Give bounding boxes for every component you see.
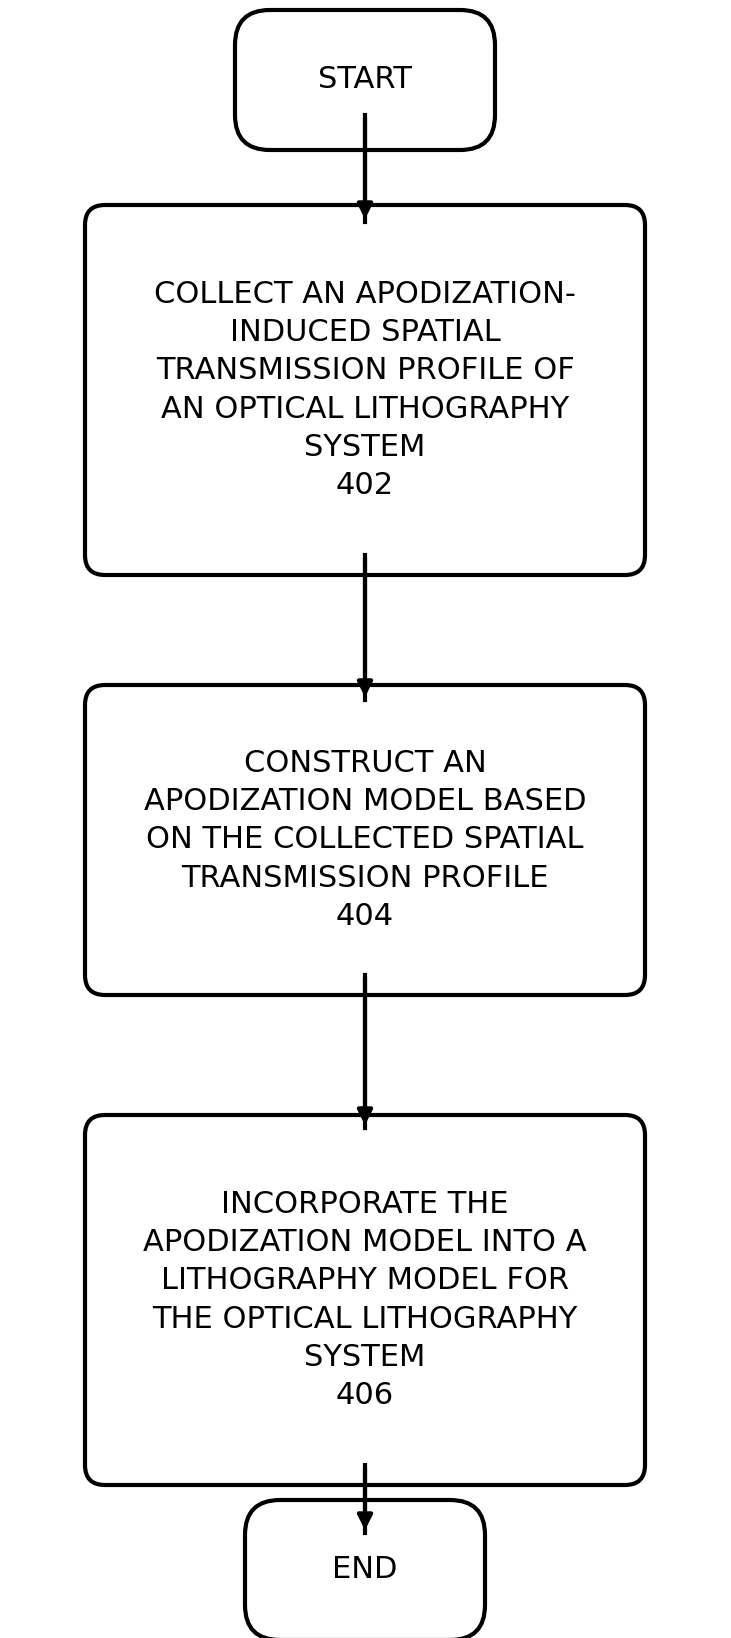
FancyBboxPatch shape [85, 205, 645, 575]
Text: COLLECT AN APODIZATION-
INDUCED SPATIAL
TRANSMISSION PROFILE OF
AN OPTICAL LITHO: COLLECT AN APODIZATION- INDUCED SPATIAL … [154, 280, 576, 500]
Text: END: END [333, 1556, 398, 1584]
Text: CONSTRUCT AN
APODIZATION MODEL BASED
ON THE COLLECTED SPATIAL
TRANSMISSION PROFI: CONSTRUCT AN APODIZATION MODEL BASED ON … [144, 749, 586, 930]
FancyBboxPatch shape [85, 685, 645, 994]
FancyBboxPatch shape [85, 1115, 645, 1486]
Text: INCORPORATE THE
APODIZATION MODEL INTO A
LITHOGRAPHY MODEL FOR
THE OPTICAL LITHO: INCORPORATE THE APODIZATION MODEL INTO A… [143, 1189, 587, 1410]
Text: START: START [318, 66, 412, 95]
FancyBboxPatch shape [245, 1500, 485, 1638]
FancyBboxPatch shape [235, 10, 495, 151]
